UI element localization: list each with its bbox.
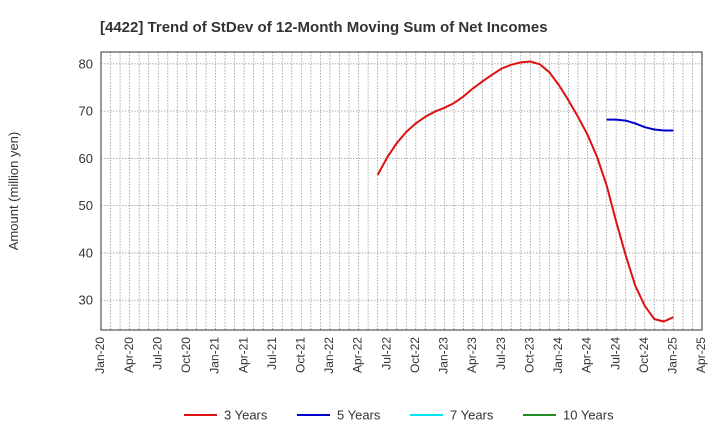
- x-tick-label: Jan-24: [551, 337, 565, 374]
- series-lines: [376, 60, 674, 323]
- y-tick-label: 50: [79, 198, 93, 213]
- legend-item: 5 Years: [297, 408, 381, 423]
- series-line-3-years: [376, 60, 674, 323]
- y-tick-label: 60: [79, 151, 93, 166]
- x-tick-label: Jul-24: [608, 337, 622, 370]
- x-tick-label: Apr-21: [236, 337, 250, 373]
- x-tick-label: Jan-21: [208, 337, 222, 374]
- x-tick-label: Apr-25: [694, 337, 708, 373]
- legend-label: 7 Years: [450, 408, 494, 423]
- y-tick-label: 70: [79, 104, 93, 119]
- y-tick-label: 40: [79, 245, 93, 260]
- x-tick-label: Jul-22: [379, 337, 393, 370]
- y-tick-label: 80: [79, 56, 93, 71]
- x-tick-label: Jan-23: [437, 337, 451, 374]
- x-tick-label: Jan-20: [93, 337, 107, 374]
- legend-label: 3 Years: [224, 408, 268, 423]
- x-tick-label: Apr-24: [580, 337, 594, 373]
- y-tick-label: 30: [79, 293, 93, 308]
- legend-label: 5 Years: [337, 408, 381, 423]
- x-tick-label: Jul-23: [494, 337, 508, 370]
- y-tick-labels: 30 40 50 60 70 80: [79, 56, 93, 307]
- x-tick-label: Apr-23: [465, 337, 479, 373]
- x-tick-label: Jul-21: [265, 337, 279, 370]
- x-tick-label: Oct-21: [294, 337, 308, 373]
- legend-item: 10 Years: [523, 408, 614, 423]
- x-tick-label: Apr-20: [122, 337, 136, 373]
- plot-frame: [100, 51, 703, 331]
- chart-title: [4422] Trend of StDev of 12-Month Moving…: [100, 19, 548, 36]
- x-tick-label: Oct-23: [522, 337, 536, 373]
- legend: 3 Years 5 Years 7 Years 10 Years: [184, 408, 614, 423]
- x-tick-label: Jan-25: [666, 337, 680, 374]
- legend-item: 7 Years: [410, 408, 494, 423]
- x-tick-label: Jul-20: [150, 337, 164, 370]
- legend-label: 10 Years: [563, 408, 614, 423]
- x-tick-label: Oct-20: [179, 337, 193, 373]
- x-tick-label: Apr-22: [351, 337, 365, 373]
- y-axis-label: Amount (million yen): [6, 132, 21, 251]
- x-tick-label: Oct-22: [408, 337, 422, 373]
- x-tick-label: Jan-22: [322, 337, 336, 374]
- x-tick-labels: Jan-20 Apr-20 Jul-20 Oct-20 Jan-21 Apr-21 Jul-…: [93, 337, 708, 374]
- legend-item: 3 Years: [184, 408, 268, 423]
- x-tick-label: Oct-24: [637, 337, 651, 373]
- grid: [100, 52, 703, 330]
- series-line-5-years: [606, 118, 674, 132]
